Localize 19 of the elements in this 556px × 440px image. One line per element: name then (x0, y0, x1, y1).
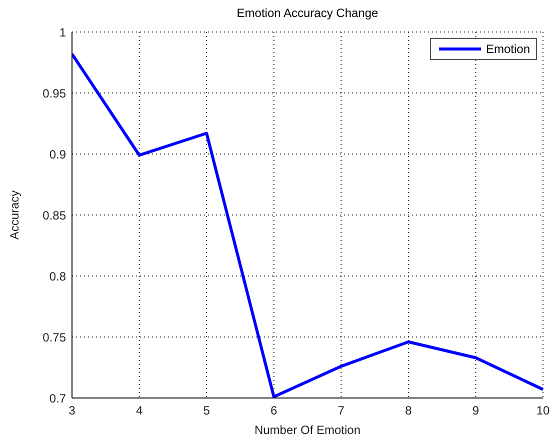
x-tick-label: 8 (405, 404, 412, 418)
x-tick-label: 4 (136, 404, 143, 418)
x-axis-title: Number Of Emotion (254, 423, 361, 437)
legend-label: Emotion (486, 42, 530, 56)
x-tick-label: 6 (270, 404, 278, 418)
y-tick-label: 0.7 (49, 391, 66, 406)
x-tick-label: 3 (68, 404, 76, 418)
y-tick-label: 0.95 (42, 86, 66, 100)
x-tick-label: 5 (203, 404, 210, 418)
y-tick-label: 0.9 (49, 147, 66, 162)
x-tick-label: 7 (338, 404, 345, 418)
y-tick-label: 1 (59, 25, 66, 40)
y-axis-title: Accuracy (7, 190, 22, 240)
y-tick-label: 0.75 (42, 330, 66, 344)
x-tick-label: 10 (536, 404, 550, 418)
chart-title: Emotion Accuracy Change (236, 6, 380, 20)
x-tick-label: 9 (472, 404, 480, 418)
y-tick-label: 0.85 (42, 208, 66, 222)
y-tick-label: 0.8 (49, 269, 66, 284)
